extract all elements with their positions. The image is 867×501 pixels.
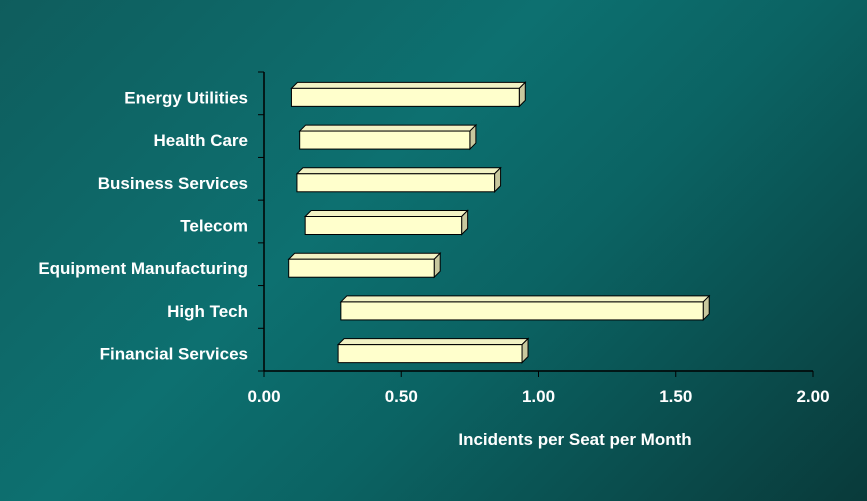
bar xyxy=(298,123,478,151)
category-label: Equipment Manufacturing xyxy=(38,259,248,278)
bar-front-face xyxy=(304,216,463,235)
x-tick-label: 0.00 xyxy=(247,387,280,406)
bar-front-face xyxy=(290,87,520,107)
category-label: Financial Services xyxy=(100,345,248,364)
category-label: Business Services xyxy=(98,174,248,193)
bar-top-face xyxy=(298,124,478,132)
category-label: Health Care xyxy=(154,131,248,150)
bar-top-face xyxy=(295,167,502,175)
bar xyxy=(290,81,527,108)
category-label: Telecom xyxy=(180,217,248,236)
bar-front-face xyxy=(337,344,523,364)
bar-front-face xyxy=(340,301,704,321)
bar-top-face xyxy=(336,338,530,346)
category-label: High Tech xyxy=(167,302,248,321)
bars-group xyxy=(287,81,711,364)
bar xyxy=(339,294,711,322)
bar xyxy=(287,252,442,279)
labels-group: Energy Utilities Health Care Business Serv… xyxy=(38,88,829,406)
bar xyxy=(303,209,469,236)
bar-top-face xyxy=(339,295,711,303)
bar xyxy=(295,166,502,193)
x-tick-label: 0.50 xyxy=(385,387,418,406)
bar-front-face xyxy=(299,130,471,150)
x-tick-label: 1.00 xyxy=(522,387,555,406)
bar-top-face xyxy=(287,252,442,260)
bar xyxy=(336,337,530,364)
x-axis-title: Incidents per Seat per Month xyxy=(458,430,691,449)
x-tick-label: 1.50 xyxy=(659,387,692,406)
bar-top-face xyxy=(290,81,527,89)
x-tick-label: 2.00 xyxy=(796,387,829,406)
axes-group xyxy=(258,71,814,377)
bar-top-face xyxy=(303,210,469,217)
bar-front-face xyxy=(288,258,435,278)
category-label: Energy Utilities xyxy=(124,88,248,107)
bar-front-face xyxy=(296,173,496,193)
